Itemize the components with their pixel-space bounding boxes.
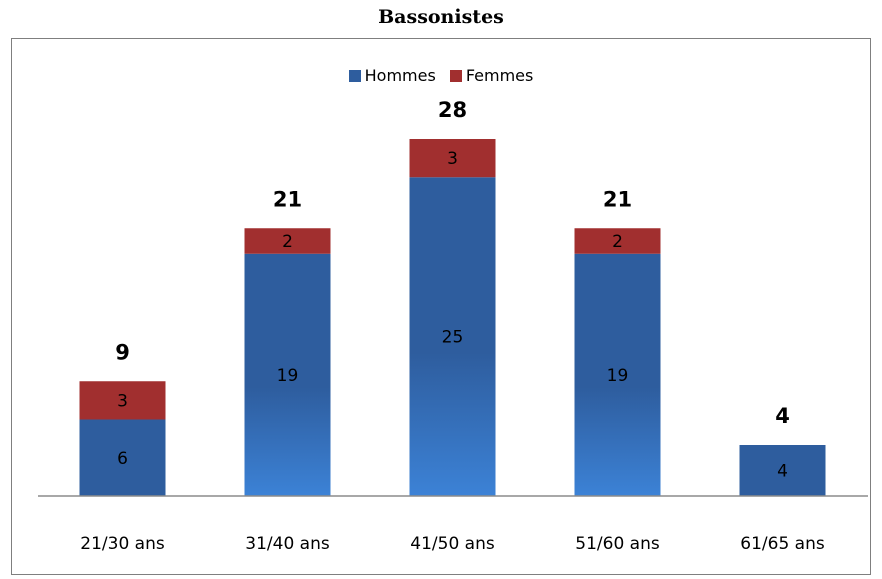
data-label-hommes-4: 4 xyxy=(777,462,788,482)
bar-hommes-2 xyxy=(409,177,496,496)
total-label-1: 21 xyxy=(273,187,302,211)
legend-swatch-hommes xyxy=(348,69,361,82)
data-label-femmes-0: 3 xyxy=(117,391,128,411)
data-label-hommes-0: 6 xyxy=(117,449,128,469)
legend-item-femmes: Femmes xyxy=(449,66,534,85)
category-label-3: 51/60 ans xyxy=(575,534,660,554)
category-label-0: 21/30 ans xyxy=(80,534,165,554)
bar-femmes-2 xyxy=(409,139,496,178)
data-label-femmes-1: 2 xyxy=(282,232,293,252)
plot-area-frame xyxy=(11,38,871,575)
data-label-hommes-1: 19 xyxy=(277,366,299,386)
bar-femmes-3 xyxy=(574,228,661,254)
total-label-3: 21 xyxy=(603,187,632,211)
data-label-femmes-2: 3 xyxy=(447,149,458,169)
bar-femmes-0 xyxy=(79,381,166,420)
category-label-4: 61/65 ans xyxy=(740,534,825,554)
legend: Hommes Femmes xyxy=(0,66,882,85)
legend-swatch-femmes xyxy=(449,69,462,82)
category-label-1: 31/40 ans xyxy=(245,534,330,554)
total-label-4: 4 xyxy=(775,404,790,428)
total-label-2: 28 xyxy=(438,98,467,122)
bar-hommes-1 xyxy=(244,253,331,496)
data-label-femmes-3: 2 xyxy=(612,232,623,252)
category-label-2: 41/50 ans xyxy=(410,534,495,554)
bar-hommes-3 xyxy=(574,253,661,496)
data-label-hommes-2: 25 xyxy=(442,328,464,348)
bar-femmes-1 xyxy=(244,228,331,254)
bar-hommes-4 xyxy=(739,445,826,496)
chart-title: Bassonistes xyxy=(378,6,504,28)
total-label-0: 9 xyxy=(115,340,130,364)
legend-item-hommes: Hommes xyxy=(348,66,436,85)
bar-hommes-0 xyxy=(79,419,166,496)
data-label-hommes-3: 19 xyxy=(607,366,629,386)
legend-label-femmes: Femmes xyxy=(465,66,534,85)
legend-label-hommes: Hommes xyxy=(364,66,436,85)
